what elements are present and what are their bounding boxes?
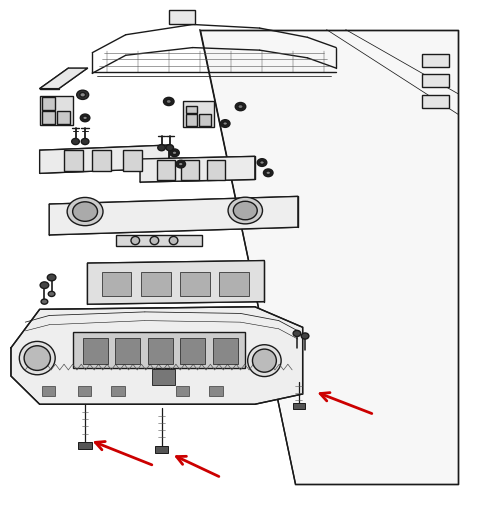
Polygon shape	[140, 156, 254, 182]
Polygon shape	[39, 145, 168, 173]
Ellipse shape	[67, 198, 103, 225]
Bar	[206, 160, 225, 180]
Ellipse shape	[300, 333, 308, 339]
Bar	[168, 10, 195, 24]
Bar	[180, 272, 209, 297]
Bar	[185, 115, 197, 125]
Ellipse shape	[228, 197, 262, 224]
Ellipse shape	[163, 98, 174, 106]
Bar	[63, 150, 83, 171]
Ellipse shape	[131, 236, 139, 245]
Polygon shape	[199, 29, 457, 484]
Polygon shape	[49, 197, 297, 235]
Ellipse shape	[166, 144, 173, 151]
Bar	[111, 386, 124, 396]
Ellipse shape	[76, 90, 88, 100]
Ellipse shape	[178, 163, 183, 166]
Ellipse shape	[24, 346, 50, 370]
Ellipse shape	[83, 116, 87, 120]
Ellipse shape	[252, 349, 276, 372]
Ellipse shape	[72, 202, 97, 221]
Ellipse shape	[263, 169, 273, 176]
Bar	[57, 111, 70, 123]
Ellipse shape	[257, 159, 266, 166]
Ellipse shape	[222, 122, 227, 125]
Ellipse shape	[247, 345, 281, 377]
Ellipse shape	[220, 120, 229, 127]
Bar	[183, 102, 214, 127]
Bar	[73, 332, 245, 368]
Ellipse shape	[169, 236, 178, 245]
Bar	[42, 111, 55, 123]
Bar	[116, 235, 202, 246]
Bar	[42, 98, 55, 110]
Ellipse shape	[292, 330, 300, 336]
Ellipse shape	[19, 342, 55, 375]
Ellipse shape	[80, 92, 85, 97]
Bar	[421, 54, 447, 67]
Bar	[176, 386, 189, 396]
Ellipse shape	[259, 161, 264, 164]
Ellipse shape	[41, 299, 48, 304]
Bar	[42, 386, 55, 396]
Ellipse shape	[80, 114, 90, 122]
Bar	[102, 272, 131, 297]
Bar	[39, 96, 73, 124]
Bar	[209, 386, 222, 396]
Ellipse shape	[47, 274, 56, 281]
Bar	[78, 442, 92, 449]
Ellipse shape	[40, 282, 48, 288]
Bar	[123, 150, 142, 171]
Bar	[83, 337, 108, 364]
Bar	[199, 115, 210, 125]
Ellipse shape	[172, 151, 177, 155]
Ellipse shape	[265, 171, 270, 174]
Bar	[212, 337, 237, 364]
Ellipse shape	[235, 103, 245, 111]
Ellipse shape	[72, 138, 79, 144]
Bar	[185, 106, 197, 114]
Bar	[78, 386, 91, 396]
Ellipse shape	[233, 201, 257, 220]
Bar	[421, 74, 447, 87]
Polygon shape	[11, 307, 302, 404]
Bar	[115, 337, 140, 364]
Bar	[155, 446, 168, 453]
Bar	[92, 150, 111, 171]
Bar	[292, 402, 304, 409]
Bar	[147, 337, 172, 364]
Polygon shape	[39, 68, 87, 89]
Bar	[180, 337, 204, 364]
Ellipse shape	[238, 105, 242, 109]
Bar	[180, 160, 199, 180]
Ellipse shape	[81, 138, 89, 144]
Ellipse shape	[166, 100, 171, 104]
Polygon shape	[87, 261, 264, 304]
Ellipse shape	[48, 292, 55, 297]
Ellipse shape	[157, 144, 165, 151]
Ellipse shape	[176, 160, 185, 168]
Ellipse shape	[169, 149, 179, 157]
Bar	[219, 272, 249, 297]
Bar	[156, 160, 175, 180]
Ellipse shape	[150, 236, 158, 245]
Bar	[421, 95, 447, 108]
Bar	[141, 272, 170, 297]
Bar	[152, 369, 175, 385]
